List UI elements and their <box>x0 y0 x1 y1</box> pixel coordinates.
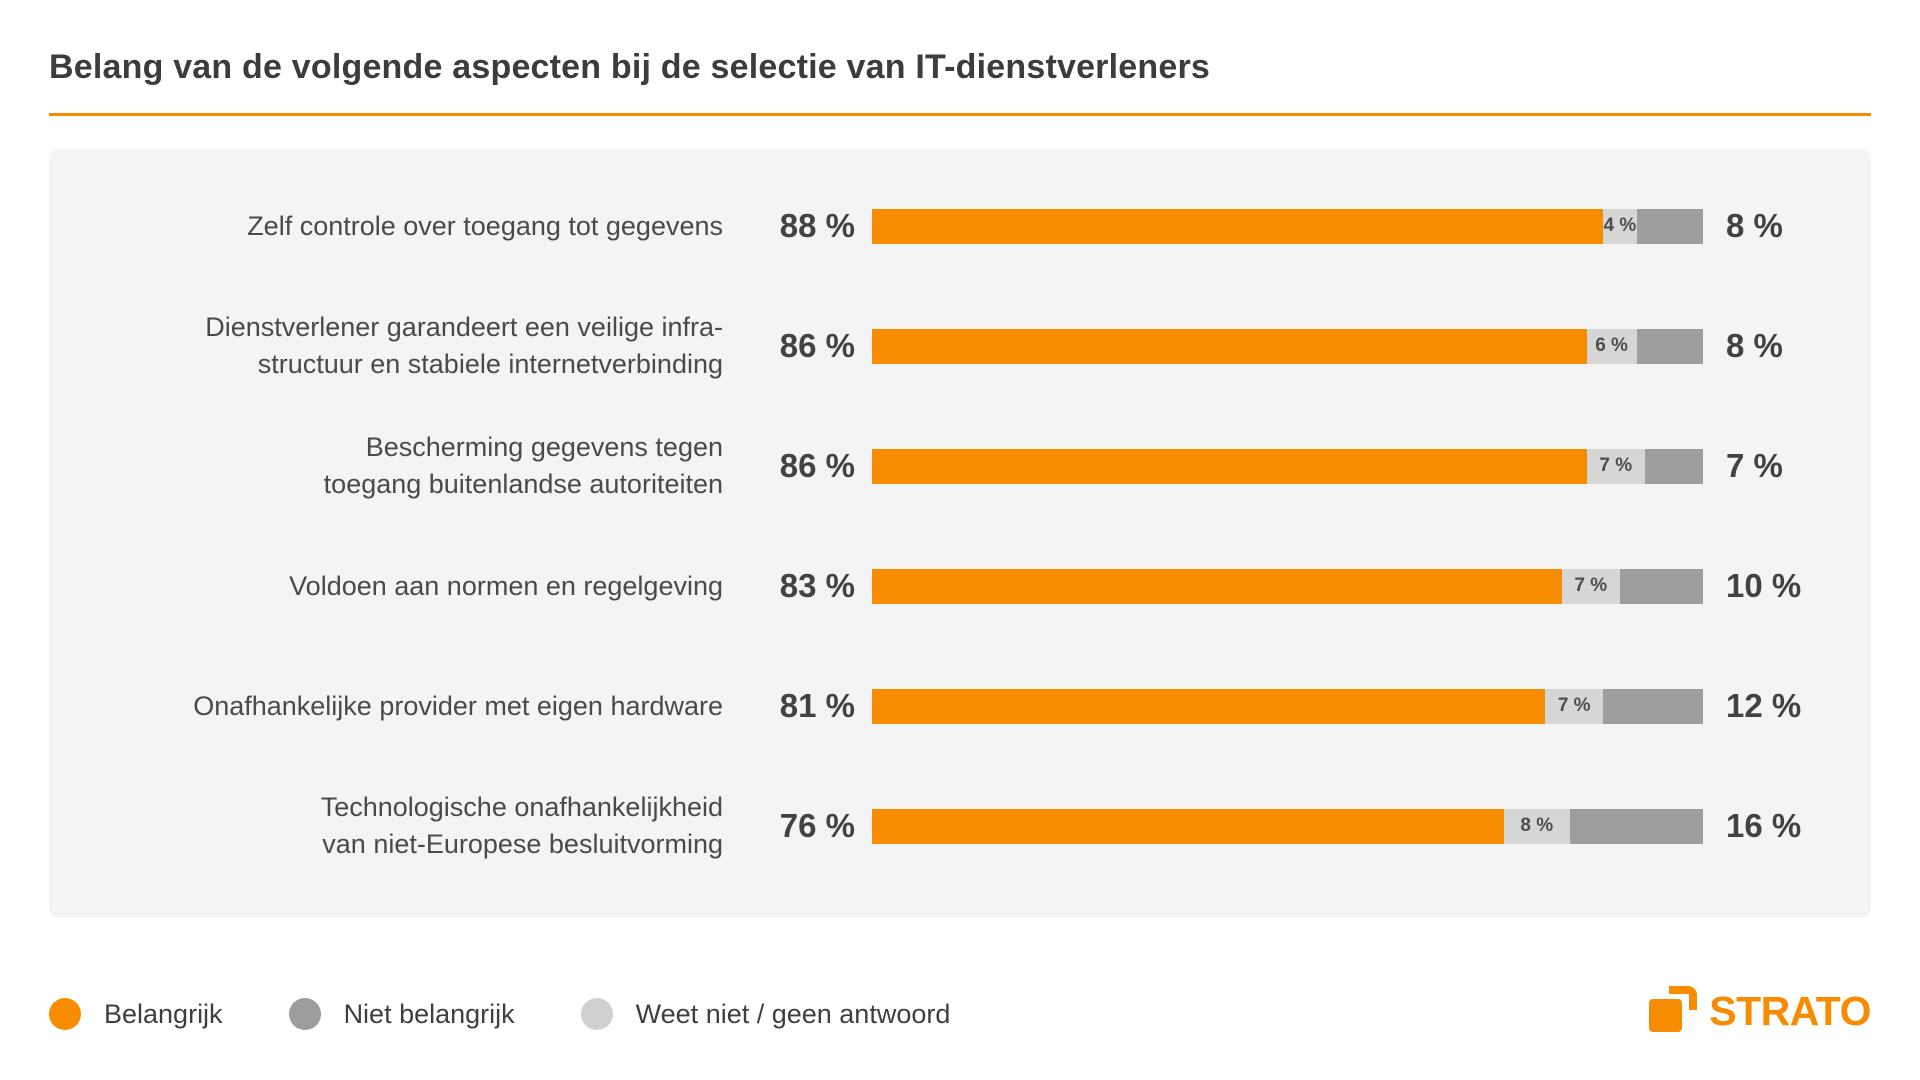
strato-bracket-icon <box>1669 986 1698 1010</box>
value-belangrijk: 81 % <box>779 687 855 724</box>
legend-dot-niet-belangrijk-icon <box>288 998 321 1030</box>
segment-weet-niet: 8 % <box>1503 808 1571 844</box>
legend-item-weet-niet: Weet niet / geen antwoord <box>580 998 951 1030</box>
legend-dot-weet-niet-icon <box>580 998 613 1030</box>
value-niet-belangrijk: 10 % <box>1726 567 1802 604</box>
stacked-bar: 6 % <box>872 328 1703 364</box>
segment-niet-belangrijk <box>1644 448 1703 484</box>
value-belangrijk: 86 % <box>779 327 855 364</box>
value-weet-niet: 6 % <box>1595 335 1628 356</box>
segment-niet-belangrijk <box>1603 688 1703 724</box>
legend-item-niet-belangrijk: Niet belangrijk <box>288 998 515 1030</box>
segment-weet-niet: 7 % <box>1586 448 1645 484</box>
category-label: Technologische onafhankelijkheid van nie… <box>320 792 723 859</box>
chart-row-1: Zelf controle over toegang tot gegevens … <box>49 166 1871 286</box>
segment-weet-niet: 7 % <box>1561 568 1620 604</box>
legend-dot-belangrijk-icon <box>49 998 81 1030</box>
value-weet-niet: 7 % <box>1599 455 1633 476</box>
value-weet-niet: 7 % <box>1574 575 1608 596</box>
chart-row-6: Technologische onafhankelijkheid van nie… <box>49 766 1871 886</box>
category-label: Bescherming gegevens tegen toegang buite… <box>323 432 723 499</box>
stacked-bar: 8 % <box>872 808 1703 844</box>
stacked-bar: 4 % <box>872 208 1703 244</box>
legend-label: Weet niet / geen antwoord <box>635 998 951 1029</box>
chart-row-2: Dienstverlener garandeert een veilige in… <box>49 286 1871 406</box>
category-label: Zelf controle over toegang tot gegevens <box>247 210 723 241</box>
value-niet-belangrijk: 16 % <box>1726 807 1802 844</box>
value-belangrijk: 86 % <box>779 447 855 484</box>
legend-item-belangrijk: Belangrijk <box>49 998 223 1030</box>
segment-niet-belangrijk <box>1636 208 1703 244</box>
legend-label: Belangrijk <box>104 998 223 1029</box>
strato-square-icon <box>1649 999 1683 1032</box>
value-niet-belangrijk: 8 % <box>1726 327 1783 364</box>
stacked-bar: 7 % <box>872 448 1703 484</box>
value-weet-niet: 7 % <box>1557 695 1591 716</box>
segment-belangrijk <box>872 448 1587 484</box>
strato-wordmark: STRATO <box>1709 988 1871 1034</box>
segment-niet-belangrijk <box>1636 328 1703 364</box>
title-divider <box>49 113 1871 116</box>
value-niet-belangrijk: 8 % <box>1726 207 1783 244</box>
value-belangrijk: 76 % <box>779 807 855 844</box>
segment-weet-niet: 4 % <box>1603 208 1637 244</box>
category-label: Onafhankelijke provider met eigen hardwa… <box>193 690 723 721</box>
segment-weet-niet: 7 % <box>1545 688 1604 724</box>
stacked-bar: 7 % <box>872 568 1703 604</box>
value-weet-niet: 4 % <box>1603 215 1637 236</box>
category-label: Dienstverlener garandeert een veilige in… <box>205 312 723 379</box>
segment-belangrijk <box>872 208 1604 244</box>
value-niet-belangrijk: 12 % <box>1726 687 1802 724</box>
chart-row-3: Bescherming gegevens tegen toegang buite… <box>49 406 1871 526</box>
segment-belangrijk <box>872 328 1587 364</box>
value-weet-niet: 8 % <box>1520 815 1554 836</box>
chart-panel: Zelf controle over toegang tot gegevens … <box>49 149 1871 918</box>
legend-label: Niet belangrijk <box>343 998 515 1029</box>
segment-belangrijk <box>872 688 1546 724</box>
segment-niet-belangrijk <box>1619 568 1703 604</box>
strato-box-icon <box>1649 986 1699 1034</box>
strato-logo: STRATO <box>1649 986 1871 1034</box>
stacked-bar: 7 % <box>872 688 1703 724</box>
segment-belangrijk <box>872 808 1504 844</box>
chart-row-4: Voldoen aan normen en regelgeving 83 % 7… <box>49 526 1871 646</box>
value-niet-belangrijk: 7 % <box>1726 447 1783 484</box>
value-belangrijk: 88 % <box>779 207 855 244</box>
category-label: Voldoen aan normen en regelgeving <box>289 570 723 601</box>
segment-niet-belangrijk <box>1570 808 1703 844</box>
chart-row-5: Onafhankelijke provider met eigen hardwa… <box>49 646 1871 766</box>
segment-weet-niet: 6 % <box>1586 328 1637 364</box>
segment-belangrijk <box>872 568 1562 604</box>
value-belangrijk: 83 % <box>779 567 855 604</box>
legend: Belangrijk Niet belangrijk Weet niet / g… <box>49 995 1016 1033</box>
page-title: Belang van de volgende aspecten bij de s… <box>49 48 1210 86</box>
